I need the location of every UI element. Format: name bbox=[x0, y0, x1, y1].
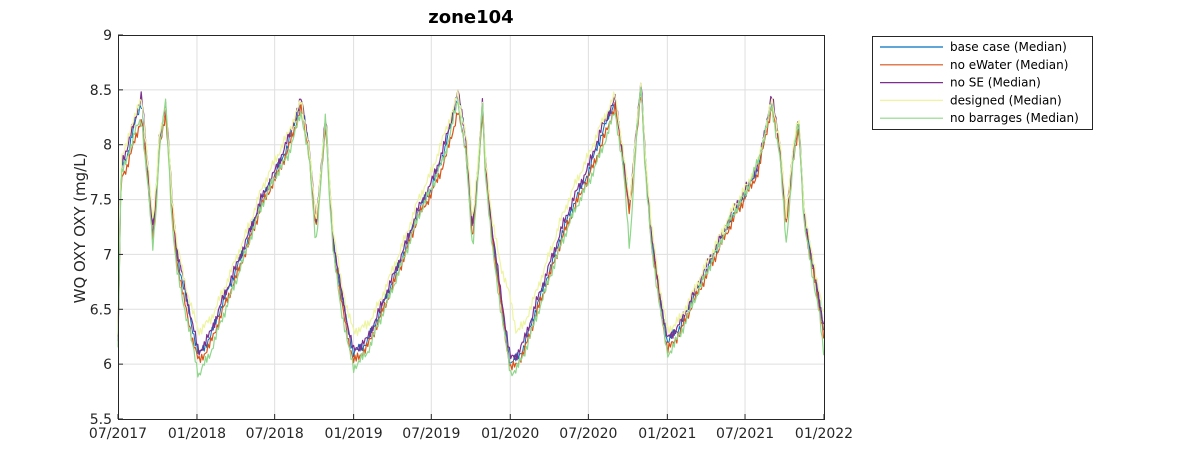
x-tick-label: 01/2019 bbox=[325, 426, 383, 442]
y-tick-label: 8.5 bbox=[90, 83, 112, 99]
legend: base case (Median) no eWater (Median) no S… bbox=[872, 36, 1093, 130]
legend-label: base case (Median) bbox=[950, 40, 1067, 54]
y-tick-label: 7.5 bbox=[90, 193, 112, 209]
series-line bbox=[117, 82, 825, 337]
y-axis: 5.5 6 6.5 7 7.5 8 8.5 9 bbox=[90, 28, 123, 428]
y-axis-label: WQ OXY OXY (mg/L) bbox=[71, 153, 89, 304]
x-tick-label: 07/2018 bbox=[246, 426, 304, 442]
x-axis: 07/2017 01/2018 07/2018 01/2019 07/2019 01/20… bbox=[89, 414, 853, 442]
y-tick-label: 5.5 bbox=[90, 412, 112, 428]
x-tick-label: 07/2019 bbox=[402, 426, 460, 442]
series-line bbox=[117, 86, 825, 378]
x-tick-label: 07/2017 bbox=[89, 426, 147, 442]
grid-lines bbox=[118, 35, 824, 419]
y-tick-label: 6.5 bbox=[90, 302, 112, 318]
y-tick-label: 6 bbox=[103, 357, 112, 373]
chart-title: zone104 bbox=[428, 7, 513, 28]
plot-area-border bbox=[118, 35, 825, 420]
x-tick-label: 07/2021 bbox=[716, 426, 774, 442]
y-tick-label: 7 bbox=[103, 247, 112, 263]
x-tick-label: 07/2020 bbox=[559, 426, 617, 442]
legend-label: no barrages (Median) bbox=[950, 111, 1079, 125]
legend-label: designed (Median) bbox=[950, 93, 1062, 107]
x-tick-label: 01/2022 bbox=[795, 426, 853, 442]
plot-lines bbox=[117, 82, 825, 378]
legend-label: no eWater (Median) bbox=[950, 58, 1068, 72]
y-tick-label: 9 bbox=[103, 28, 112, 44]
x-tick-label: 01/2021 bbox=[638, 426, 696, 442]
x-tick-label: 01/2020 bbox=[481, 426, 539, 442]
legend-label: no SE (Median) bbox=[950, 76, 1041, 90]
y-tick-label: 8 bbox=[103, 138, 112, 154]
x-tick-label: 01/2018 bbox=[168, 426, 226, 442]
